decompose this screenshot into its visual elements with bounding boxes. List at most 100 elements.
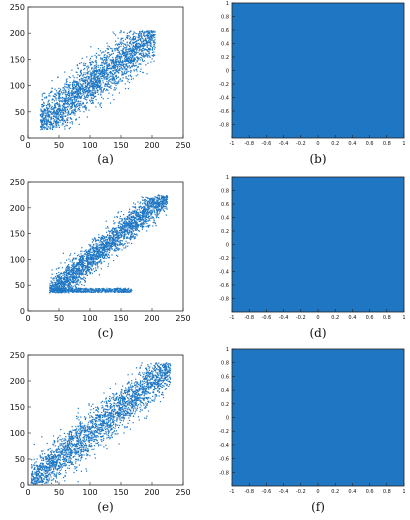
point [140, 225, 142, 228]
point [147, 44, 149, 46]
point [86, 84, 88, 86]
point [119, 241, 121, 243]
point [93, 72, 95, 74]
point [163, 209, 165, 211]
point [119, 67, 121, 69]
point [57, 292, 59, 294]
point [50, 280, 52, 282]
point [101, 70, 103, 72]
point [142, 213, 144, 215]
point [117, 226, 119, 229]
point [93, 77, 95, 79]
point [144, 198, 147, 201]
point [51, 282, 54, 284]
point [135, 217, 137, 219]
point [111, 78, 113, 80]
point [71, 105, 73, 107]
point [99, 248, 101, 250]
point [112, 62, 114, 64]
point [139, 52, 142, 54]
point [152, 207, 154, 209]
point [105, 57, 107, 59]
point [150, 42, 152, 44]
point [60, 279, 63, 281]
point [79, 62, 81, 65]
point [127, 223, 129, 225]
point [66, 272, 68, 274]
point [139, 210, 141, 212]
point [56, 126, 58, 128]
point [96, 239, 98, 241]
point [77, 281, 79, 283]
point [109, 71, 111, 74]
point [85, 89, 87, 91]
point [43, 119, 45, 122]
point [109, 231, 112, 233]
point [126, 232, 128, 234]
point [70, 105, 72, 107]
point [83, 62, 85, 64]
point [42, 110, 44, 112]
point [72, 265, 74, 267]
point [48, 123, 50, 125]
point [56, 111, 58, 113]
point [132, 215, 134, 217]
point [101, 237, 103, 239]
point [85, 91, 87, 93]
point [158, 197, 160, 199]
point [60, 112, 62, 114]
point [136, 39, 138, 41]
point [82, 77, 84, 79]
point [69, 98, 71, 100]
point [135, 44, 137, 46]
point [97, 245, 99, 248]
point [88, 270, 90, 272]
point [112, 70, 114, 72]
point [126, 52, 128, 54]
point [120, 49, 122, 52]
point [127, 88, 129, 90]
point [69, 117, 71, 119]
point [118, 46, 120, 48]
point [49, 95, 51, 97]
point [47, 104, 49, 106]
point [140, 220, 142, 222]
point [70, 100, 72, 102]
point [144, 220, 146, 222]
point [48, 100, 50, 102]
point [139, 207, 141, 209]
point [80, 271, 82, 273]
point [126, 54, 128, 56]
point [89, 70, 91, 72]
point [54, 119, 56, 121]
point [153, 40, 155, 42]
point [58, 111, 60, 113]
point [91, 241, 93, 243]
point [42, 112, 44, 114]
point [134, 57, 136, 60]
point [110, 85, 112, 87]
point [93, 86, 95, 88]
point [72, 257, 74, 259]
point [72, 259, 74, 262]
point [151, 51, 154, 54]
point [135, 234, 137, 236]
point [106, 66, 108, 68]
point [44, 92, 46, 94]
point [66, 118, 68, 120]
point [118, 55, 120, 57]
point [89, 255, 92, 257]
point [123, 214, 125, 216]
point [98, 75, 100, 77]
point [50, 121, 52, 123]
point [69, 273, 71, 275]
point [61, 92, 63, 94]
point [128, 211, 131, 213]
point [144, 204, 146, 206]
point [84, 107, 86, 109]
point [58, 278, 60, 280]
point [98, 236, 100, 238]
point [59, 284, 61, 287]
point [107, 241, 109, 243]
point [147, 62, 149, 64]
